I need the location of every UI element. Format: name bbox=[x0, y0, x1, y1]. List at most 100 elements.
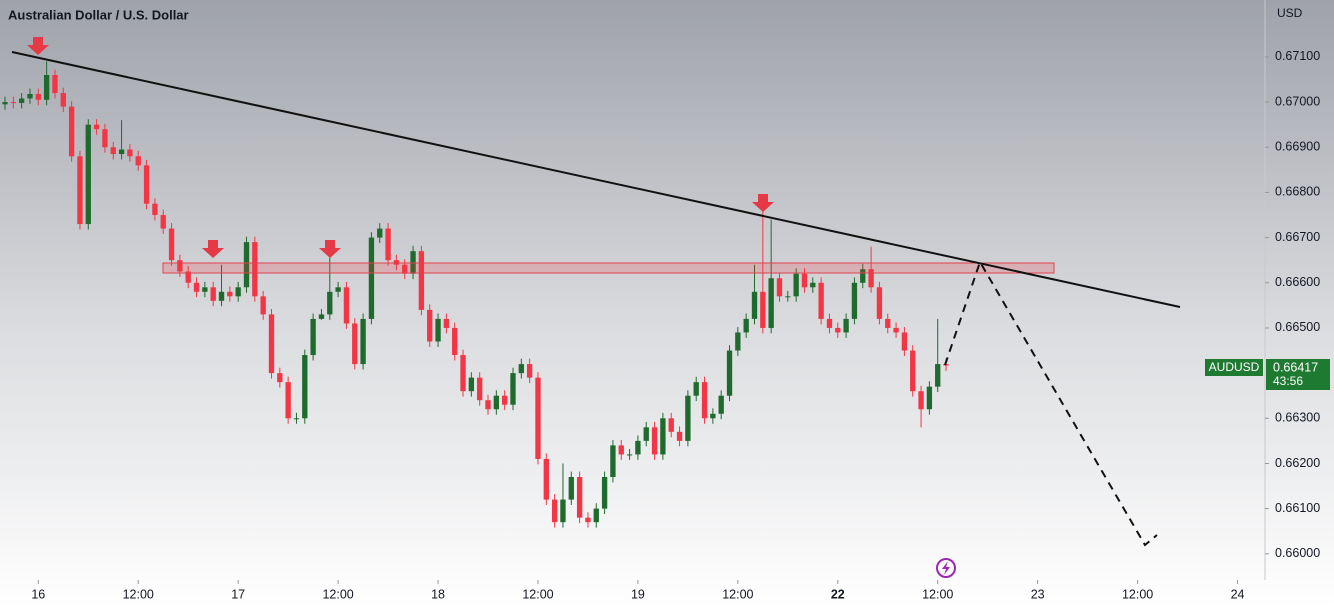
candle-body bbox=[127, 149, 133, 157]
candle-body bbox=[502, 395, 508, 405]
candle-body bbox=[360, 318, 366, 365]
candle-body bbox=[676, 431, 683, 441]
candle-body bbox=[843, 318, 849, 333]
candle-body bbox=[526, 364, 533, 378]
x-tick-label: 19 bbox=[631, 587, 645, 601]
candle-body bbox=[518, 364, 524, 374]
y-tick-label: 0.66000 bbox=[1275, 546, 1320, 560]
candle-body bbox=[152, 203, 158, 216]
candle-body bbox=[751, 291, 758, 319]
candle-body bbox=[327, 291, 333, 315]
price-badge bbox=[1266, 359, 1330, 390]
candle-body bbox=[593, 508, 599, 523]
candle-body bbox=[835, 327, 841, 333]
candle-body bbox=[618, 445, 624, 455]
x-tick-label: 22 bbox=[831, 587, 845, 601]
x-tick-label: 16 bbox=[31, 587, 45, 601]
candle-body bbox=[735, 332, 741, 351]
candle-body bbox=[868, 269, 874, 288]
candle-body bbox=[785, 296, 791, 298]
candle-body bbox=[418, 251, 425, 310]
candle-body bbox=[143, 165, 150, 204]
candle-body bbox=[468, 377, 475, 392]
candle-body bbox=[410, 251, 416, 274]
x-tick-label: 12:00 bbox=[922, 587, 953, 601]
candle-body bbox=[485, 400, 491, 410]
candle-body bbox=[701, 382, 708, 419]
candle-body bbox=[93, 124, 100, 130]
trend-line bbox=[11, 51, 1181, 308]
x-tick-label: 12:00 bbox=[322, 587, 353, 601]
candle-body bbox=[352, 323, 358, 365]
candle-body bbox=[901, 332, 908, 351]
candle-body bbox=[10, 102, 16, 104]
candle-body bbox=[260, 296, 266, 315]
candle-body bbox=[543, 458, 549, 500]
candle-body bbox=[243, 242, 250, 288]
x-tick-label: 17 bbox=[231, 587, 245, 601]
candle-body bbox=[910, 350, 916, 392]
y-tick-label: 0.66700 bbox=[1275, 230, 1320, 244]
candle-body bbox=[851, 282, 858, 319]
candle-body bbox=[52, 74, 58, 94]
candle-body bbox=[393, 260, 400, 265]
candle-body bbox=[60, 93, 66, 107]
candle-body bbox=[810, 282, 816, 288]
y-tick-label: 0.67100 bbox=[1275, 49, 1320, 63]
candle-body bbox=[185, 271, 191, 283]
candle-body bbox=[651, 427, 658, 455]
candle-body bbox=[27, 93, 33, 99]
candle-body bbox=[85, 124, 91, 225]
candle-body bbox=[435, 318, 441, 342]
lightning-icon[interactable] bbox=[936, 558, 956, 578]
candle-body bbox=[826, 318, 833, 328]
candle-body bbox=[885, 318, 891, 328]
candle-body bbox=[135, 156, 141, 166]
candle-body bbox=[493, 395, 500, 410]
candle-body bbox=[177, 260, 183, 272]
candle-body bbox=[935, 364, 941, 387]
x-tick-label: 12:00 bbox=[522, 587, 553, 601]
candle-body bbox=[218, 291, 225, 301]
currency: USD bbox=[1277, 6, 1303, 20]
y-tick-label: 0.66200 bbox=[1275, 456, 1320, 470]
candle-body bbox=[35, 93, 41, 100]
candle-body bbox=[235, 287, 241, 297]
candle-body bbox=[635, 440, 641, 455]
candle-body bbox=[626, 454, 633, 456]
x-tick-label: 12:00 bbox=[123, 587, 154, 601]
candle-body bbox=[893, 327, 899, 333]
candle-body bbox=[926, 386, 933, 410]
candle-body bbox=[377, 228, 383, 238]
y-tick-label: 0.67000 bbox=[1275, 94, 1320, 108]
y-tick-label: 0.66100 bbox=[1275, 501, 1320, 515]
candle-body bbox=[210, 287, 216, 301]
candle-body bbox=[102, 129, 108, 148]
candle-body bbox=[660, 418, 666, 455]
y-tick-label: 0.66300 bbox=[1275, 411, 1320, 425]
candle-body bbox=[818, 282, 824, 319]
candle-body bbox=[918, 391, 924, 410]
candle-body bbox=[277, 373, 283, 383]
candle-body bbox=[285, 382, 291, 419]
candle-body bbox=[610, 445, 616, 478]
candle-body bbox=[252, 242, 258, 297]
candle-body bbox=[743, 318, 749, 333]
candle-body bbox=[335, 287, 341, 292]
candle-body bbox=[510, 373, 516, 405]
candle-body bbox=[202, 287, 208, 292]
candle-body bbox=[568, 477, 574, 500]
y-tick-label: 0.66600 bbox=[1275, 275, 1320, 289]
candle-body bbox=[685, 395, 691, 441]
countdown: 43:56 bbox=[1273, 374, 1303, 388]
down-arrow bbox=[319, 240, 341, 258]
y-tick-label: 0.66900 bbox=[1275, 140, 1320, 154]
candle-body bbox=[551, 499, 558, 523]
candle-body bbox=[368, 237, 375, 319]
candle-body bbox=[310, 318, 316, 356]
candle-body bbox=[460, 355, 466, 392]
candle-body bbox=[585, 517, 591, 523]
